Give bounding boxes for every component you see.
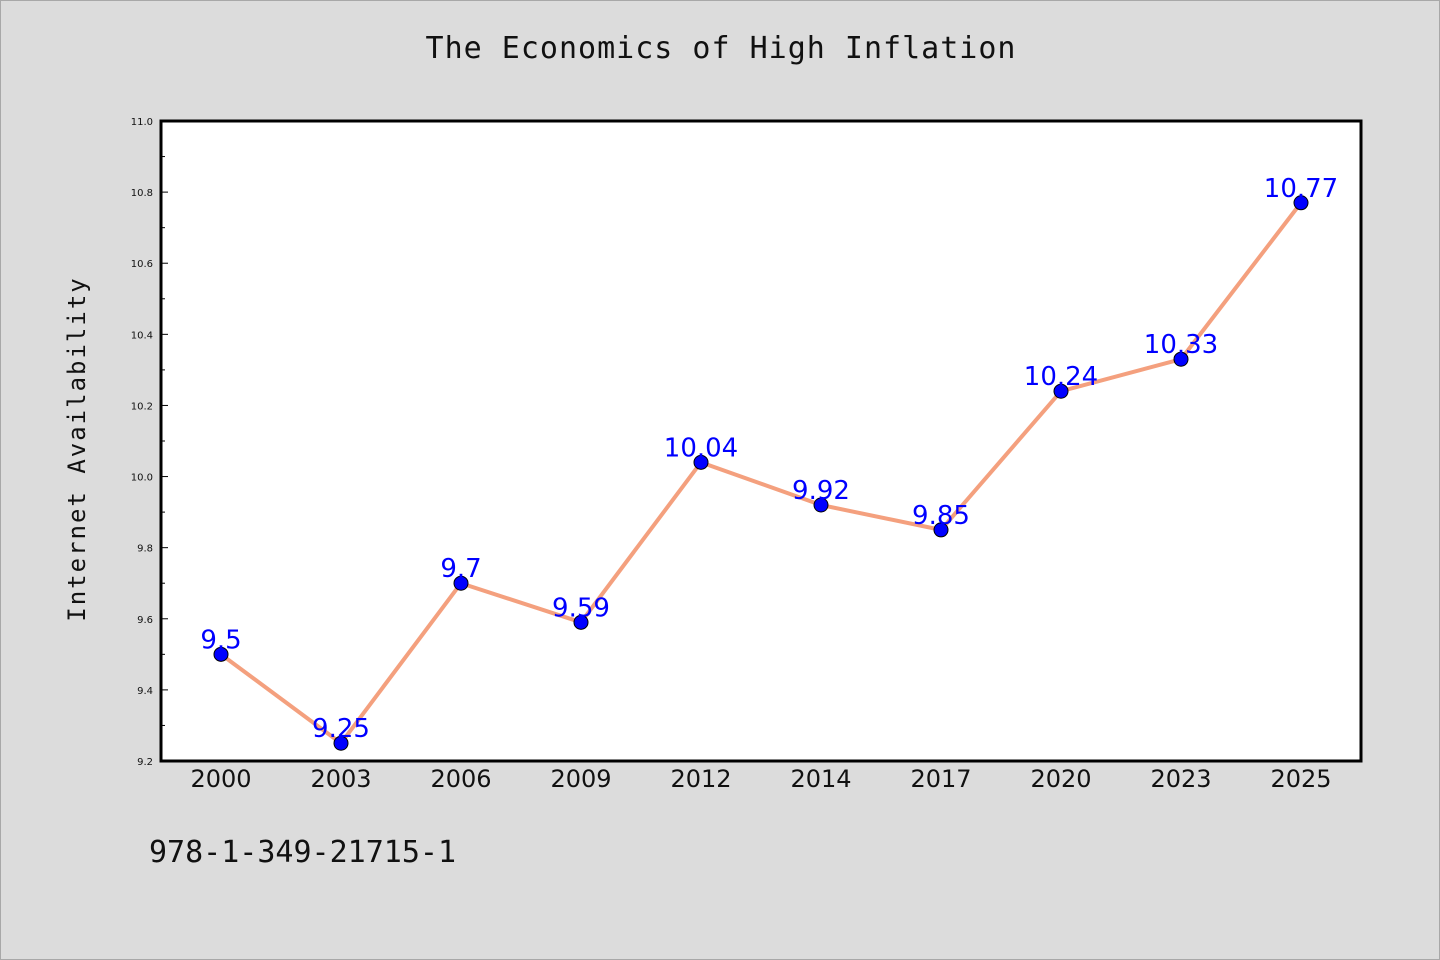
data-label: 10.77 [1264,174,1338,204]
x-tick-label: 2014 [790,765,851,793]
data-point [453,575,469,591]
data-label: 9.25 [312,714,370,744]
x-tick-label: 2000 [190,765,251,793]
data-label: 10.24 [1024,362,1098,392]
y-tick-label: 9.4 [137,686,153,697]
y-tick-label: 9.8 [137,544,153,555]
data-point [693,454,709,470]
x-tick-label: 2012 [670,765,731,793]
data-point [1053,383,1069,399]
x-tick-label: 2006 [430,765,491,793]
data-label: 9.5 [200,625,241,655]
y-tick-label: 10.6 [131,259,153,270]
y-tick-label: 11.0 [131,117,153,128]
data-label: 9.59 [552,593,610,623]
data-label: 10.33 [1144,330,1218,360]
data-point [1293,195,1309,211]
chart-title: The Economics of High Inflation [425,31,1017,66]
data-label: 9.85 [912,501,970,531]
footer-code: 978-1-349-21715-1 [149,835,457,870]
data-point [213,646,229,662]
data-point [1173,351,1189,367]
x-tick-label: 2020 [1030,765,1091,793]
plot-border [159,119,1363,763]
x-tick-label: 2009 [550,765,611,793]
plot-area [161,121,1361,761]
data-label: 9.92 [792,476,850,506]
y-tick-label: 9.6 [137,615,153,626]
data-point [933,522,949,538]
y-tick-label: 10.0 [131,473,153,484]
data-label: 10.04 [664,433,738,463]
series-line [219,200,1303,746]
y-tick-label: 10.8 [131,188,153,199]
y-tick-label: 10.4 [131,330,153,341]
data-point [333,735,349,751]
x-tick-label: 2017 [910,765,971,793]
x-tick-label: 2025 [1270,765,1331,793]
x-tick-label: 2003 [310,765,371,793]
data-point [573,614,589,630]
x-tick-label: 2023 [1150,765,1211,793]
y-tick-label: 9.2 [137,757,153,768]
y-tick-label: 10.2 [131,401,153,412]
data-label: 9.7 [440,554,481,584]
data-point [813,497,829,513]
